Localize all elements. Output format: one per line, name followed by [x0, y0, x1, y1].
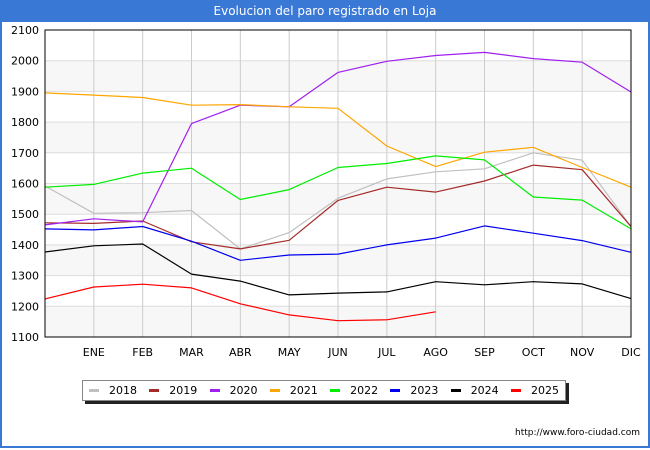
y-tick-label: 1500 [11, 208, 39, 221]
source-credit: http://www.foro-ciudad.com [515, 428, 640, 438]
series-line-2022 [44, 155, 632, 230]
y-tick-label: 1600 [11, 178, 39, 191]
legend-label: 2025 [530, 384, 559, 397]
x-tick-label: DIC [621, 346, 641, 359]
legend-label: 2020 [229, 384, 258, 397]
y-tick-label: 1700 [11, 147, 39, 160]
series-line-2020 [44, 51, 632, 226]
x-tick-label: MAY [278, 346, 301, 359]
legend: 2018 2019 2020 2021 2022 2023 2024 2025 [82, 380, 566, 401]
legend-swatch [149, 389, 160, 392]
legend-item-2023: 2023 [388, 384, 438, 397]
legend-swatch [510, 389, 521, 392]
legend-label: 2024 [470, 384, 499, 397]
legend-swatch [450, 389, 461, 392]
chart-title: Evolucion del paro registrado en Loja [0, 0, 650, 22]
legend-swatch [390, 389, 401, 392]
legend-label: 2019 [169, 384, 198, 397]
x-tick-label: OCT [522, 346, 545, 359]
y-tick-label: 1800 [11, 116, 39, 129]
legend-swatch [330, 389, 341, 392]
y-tick-label: 1300 [11, 270, 39, 283]
series-line-2018 [44, 152, 632, 250]
x-tick-label: NOV [570, 346, 595, 359]
legend-label: 2018 [109, 384, 137, 397]
legend-swatch [209, 389, 220, 392]
y-tick-label: 2000 [11, 55, 39, 68]
legend-item-2020: 2020 [208, 384, 258, 397]
legend-swatch [89, 389, 99, 392]
x-tick-label: JUN [327, 346, 348, 359]
series-line-2021 [44, 92, 632, 188]
legend-label: 2023 [410, 384, 439, 397]
x-tick-label: ENE [83, 346, 105, 359]
legend-swatch [269, 389, 280, 392]
x-tick-label: AGO [423, 346, 448, 359]
legend-item-2019: 2019 [147, 384, 197, 397]
x-tick-label: ABR [229, 346, 252, 359]
y-tick-label: 1200 [11, 300, 39, 313]
x-tick-label: MAR [179, 346, 204, 359]
y-tick-label: 1900 [11, 85, 39, 98]
x-axis-ticks: ENE FEB MAR ABR MAY JUN JUL AGO SEP OCT NOV DIC [83, 346, 641, 359]
legend-item-2018: 2018 [87, 384, 137, 397]
legend-item-2025: 2025 [509, 384, 559, 397]
x-tick-label: JUL [377, 346, 396, 359]
legend-label: 2021 [289, 384, 318, 397]
legend-item-2022: 2022 [328, 384, 378, 397]
y-tick-label: 2100 [11, 24, 39, 37]
y-tick-label: 1400 [11, 239, 39, 252]
legend-item-2024: 2024 [449, 384, 499, 397]
plot-border [44, 29, 632, 338]
series-lines [44, 51, 632, 322]
legend-label: 2022 [350, 384, 379, 397]
x-tick-label: SEP [474, 346, 495, 359]
y-tick-label: 1100 [11, 331, 39, 344]
series-line-2025 [44, 283, 436, 322]
legend-item-2021: 2021 [268, 384, 318, 397]
x-tick-label: FEB [132, 346, 153, 359]
y-axis-ticks: 1100 1200 1300 1400 1500 1600 1700 1800 1900 2000… [11, 24, 39, 344]
